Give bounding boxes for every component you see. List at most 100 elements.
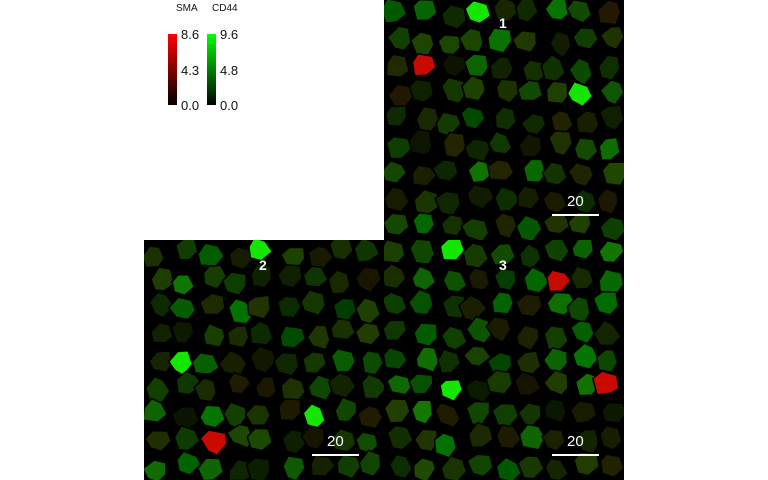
sma-mid-label: 4.3 xyxy=(181,63,200,78)
cd44-max-label: 9.6 xyxy=(220,27,239,42)
cell-region xyxy=(173,425,201,452)
cell-region xyxy=(277,398,302,422)
cell-segmentation-image-2 xyxy=(144,240,384,480)
cell-region xyxy=(385,135,413,160)
cell-region xyxy=(411,265,437,292)
cell-region xyxy=(330,347,357,373)
cell-region xyxy=(170,406,201,431)
cell-region xyxy=(493,268,517,292)
cell-region xyxy=(384,346,409,371)
cell-region xyxy=(549,30,573,59)
cell-region xyxy=(465,315,495,345)
cell-region xyxy=(439,378,464,403)
scale-bar xyxy=(312,454,359,456)
cell-region xyxy=(408,128,433,157)
cell-region xyxy=(462,242,490,270)
cell-region xyxy=(598,136,621,161)
cell-region xyxy=(244,403,272,427)
cell-region xyxy=(149,321,174,344)
cell-region xyxy=(415,346,440,374)
cell-region xyxy=(144,245,166,269)
cell-region xyxy=(413,428,439,453)
cell-region xyxy=(596,0,622,26)
cell-region xyxy=(492,0,521,23)
cell-region xyxy=(331,427,357,453)
panel-label: 2 xyxy=(259,257,267,273)
cell-region xyxy=(518,423,546,451)
cell-region xyxy=(489,55,515,83)
cell-region xyxy=(598,240,624,264)
cell-region xyxy=(250,262,273,289)
cell-region xyxy=(144,429,173,453)
cell-region xyxy=(354,266,383,294)
cell-region xyxy=(440,325,469,351)
cell-region xyxy=(493,186,522,212)
cell-region xyxy=(548,129,574,157)
cell-region xyxy=(599,25,624,51)
cell-region xyxy=(191,352,221,376)
cell-region xyxy=(542,346,569,374)
cell-region xyxy=(282,454,306,480)
cell-region xyxy=(460,105,487,130)
cell-region xyxy=(302,402,326,429)
cell-region xyxy=(515,350,542,375)
cell-region xyxy=(384,104,408,128)
cell-region xyxy=(523,266,550,294)
cell-region xyxy=(485,369,514,395)
cell-region xyxy=(167,296,197,321)
cell-region xyxy=(489,242,517,267)
cell-segmentation-image-1 xyxy=(384,0,624,240)
cell-region xyxy=(245,457,271,480)
cell-region xyxy=(354,321,382,346)
cell-region xyxy=(440,3,468,30)
cell-region xyxy=(144,397,169,424)
cell-region xyxy=(467,421,494,448)
cell-region xyxy=(495,78,520,105)
cell-region xyxy=(386,83,414,110)
panel-label: 1 xyxy=(499,15,507,31)
cell-region xyxy=(493,211,518,240)
cell-region xyxy=(221,271,247,296)
cell-region xyxy=(518,242,542,270)
cell-region xyxy=(543,0,570,21)
cell-region xyxy=(597,54,621,82)
cell-region xyxy=(336,453,362,480)
cell-region xyxy=(384,159,408,185)
cell-region xyxy=(522,158,547,183)
cell-region xyxy=(276,295,302,319)
cd44-mid-label: 4.8 xyxy=(220,63,239,78)
cell-region xyxy=(408,240,436,266)
cell-region xyxy=(572,27,600,50)
cell-region xyxy=(199,429,229,457)
cell-region xyxy=(385,53,411,79)
image-panel-2: 2 20 xyxy=(144,240,384,480)
cell-region xyxy=(569,265,595,290)
cell-region xyxy=(515,214,543,240)
cell-region xyxy=(280,376,307,403)
image-panel-1: 1 20 xyxy=(384,0,624,240)
cell-region xyxy=(328,240,354,261)
cell-region xyxy=(384,0,408,24)
cell-region xyxy=(198,404,227,429)
cell-region xyxy=(441,294,468,320)
cell-region xyxy=(467,159,494,184)
cell-region xyxy=(386,25,412,52)
cd44-colorbar xyxy=(207,34,216,105)
cell-region xyxy=(353,240,381,263)
cell-region xyxy=(307,373,333,402)
cell-region xyxy=(249,345,278,374)
cell-region xyxy=(487,130,513,155)
cell-region xyxy=(174,240,199,261)
cell-region xyxy=(440,455,468,480)
cell-region xyxy=(412,211,436,235)
cell-region xyxy=(442,131,468,159)
cell-region xyxy=(330,317,357,341)
cell-region xyxy=(193,377,218,403)
cell-region xyxy=(513,371,542,397)
scale-bar-label: 20 xyxy=(567,193,584,210)
cell-region xyxy=(541,428,566,452)
cell-region xyxy=(514,293,543,318)
sma-max-label: 8.6 xyxy=(181,27,200,42)
cell-region xyxy=(202,322,226,348)
cell-region xyxy=(569,320,596,345)
